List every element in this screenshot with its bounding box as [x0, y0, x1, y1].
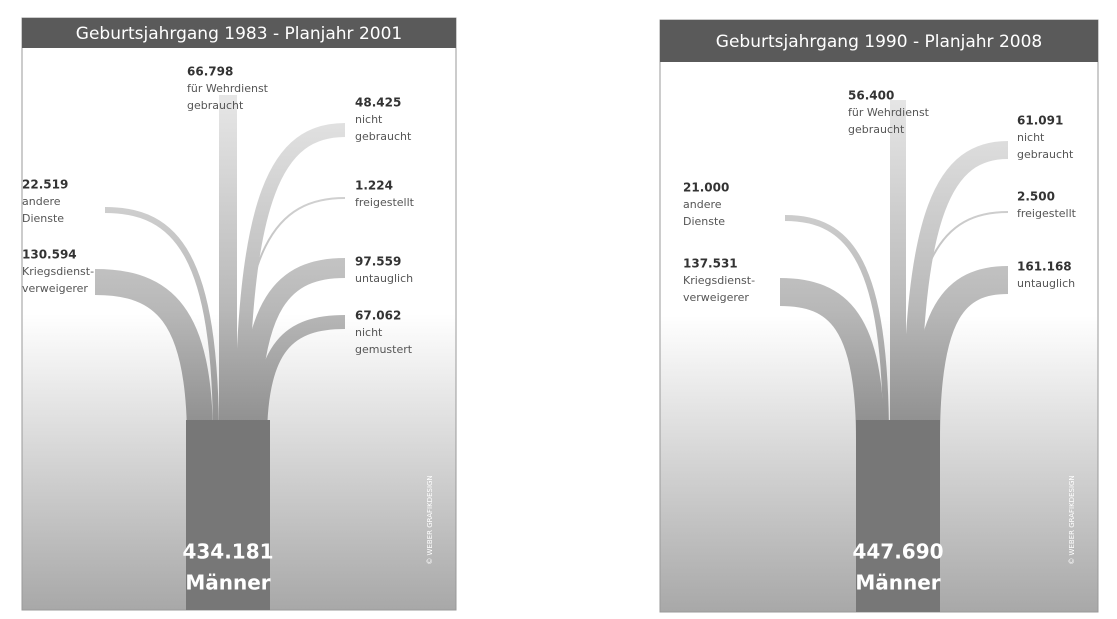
- flow-label: nicht: [355, 326, 383, 339]
- total-value: 447.690: [852, 540, 943, 564]
- flow-label: untauglich: [1017, 277, 1075, 290]
- total-label: Männer: [855, 571, 940, 595]
- flow-label: für Wehrdienst: [187, 82, 269, 95]
- flow-value: 66.798: [187, 65, 233, 79]
- flow-label: verweigerer: [22, 282, 88, 295]
- page: Geburtsjahrgang 1983 - Planjahr 2001 66.7…: [0, 0, 1117, 619]
- flow-label: Dienste: [683, 215, 725, 228]
- flow-value: 97.559: [355, 255, 401, 269]
- total-value: 434.181: [182, 540, 273, 564]
- flow-label: gebraucht: [848, 123, 905, 136]
- flow-value: 1.224: [355, 179, 393, 193]
- flow-label: gemustert: [355, 343, 413, 356]
- credit: © WEBER GRAFIKDESIGN: [426, 475, 434, 564]
- flow-value: 130.594: [22, 248, 77, 262]
- flow-label: freigestellt: [355, 196, 415, 209]
- flow-label: nicht: [1017, 131, 1045, 144]
- flow-value: 67.062: [355, 309, 401, 323]
- flow-value: 2.500: [1017, 190, 1055, 204]
- total-label: Männer: [185, 571, 270, 595]
- flow-label: untauglich: [355, 272, 413, 285]
- flow-label: Kriegsdienst-: [22, 265, 94, 278]
- flow-label: freigestellt: [1017, 207, 1077, 220]
- flow-value: 61.091: [1017, 114, 1063, 128]
- flow-label: gebraucht: [355, 130, 412, 143]
- flow-value: 22.519: [22, 178, 68, 192]
- flow-label: gebraucht: [1017, 148, 1074, 161]
- flow-value: 56.400: [848, 89, 894, 103]
- flow-label: verweigerer: [683, 291, 749, 304]
- flow-label: gebraucht: [187, 99, 244, 112]
- flow-label: andere: [683, 198, 722, 211]
- flow-value: 137.531: [683, 257, 738, 271]
- flow-value: 48.425: [355, 96, 401, 110]
- flow-value: 21.000: [683, 181, 729, 195]
- flow-label: andere: [22, 195, 61, 208]
- panel-title: Geburtsjahrgang 1983 - Planjahr 2001: [76, 24, 402, 44]
- flow-label: für Wehrdienst: [848, 106, 930, 119]
- flow-label: nicht: [355, 113, 383, 126]
- flow-value: 161.168: [1017, 260, 1072, 274]
- panel-title: Geburtsjahrgang 1990 - Planjahr 2008: [716, 32, 1042, 52]
- flow-label: Kriegsdienst-: [683, 274, 755, 287]
- flow-label: Dienste: [22, 212, 64, 225]
- credit: © WEBER GRAFIKDESIGN: [1068, 475, 1076, 564]
